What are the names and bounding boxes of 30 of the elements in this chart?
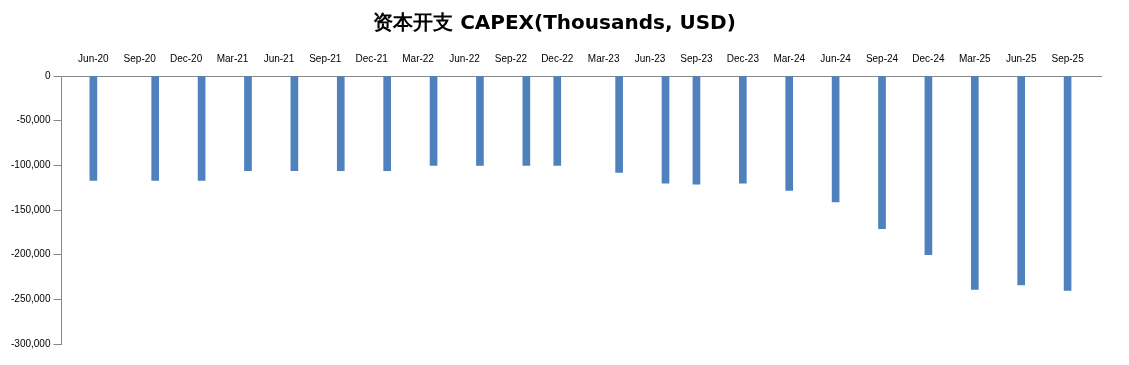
x-tick-label: Mar-21 [216,52,249,64]
x-tick-label: Jun-25 [1005,52,1037,64]
y-tick-label: -300,000 [10,337,51,349]
y-tick-label: -250,000 [10,293,51,305]
x-tick-label: Dec-20 [170,52,203,64]
x-tick-label: Mar-23 [587,52,620,64]
x-tick-label: Jun-20 [78,52,110,64]
x-tick-label: Dec-24 [912,52,945,64]
x-tick-label: Mar-25 [958,52,992,64]
x-tick-label: Mar-22 [402,52,435,64]
y-tick-label: -50,000 [16,114,51,126]
x-tick-label: Sep-25 [1051,52,1085,64]
x-tick-label: Sep-21 [309,52,342,64]
x-tick-label: Sep-23 [680,52,713,64]
chart-title: 资本开支 CAPEX(Thousands, USD) [373,10,736,35]
x-tick-label: Jun-22 [449,52,481,64]
x-tick-label: Sep-20 [123,52,157,64]
x-tick-label: Sep-22 [494,52,528,64]
y-tick-label: -100,000 [10,159,51,171]
x-tick-label: Jun-24 [820,52,852,64]
x-tick-label: Dec-22 [541,52,574,64]
x-tick-label: Sep-24 [865,52,899,64]
y-tick-label: -150,000 [10,203,51,215]
x-tick-label: Dec-21 [355,52,389,64]
x-tick-label: Jun-21 [263,52,295,64]
x-tick-label: Dec-23 [726,52,760,64]
x-tick-label: Mar-24 [773,52,806,64]
y-tick-label: -200,000 [10,248,51,260]
y-tick-label: 0 [44,69,51,81]
x-tick-label: Jun-23 [634,52,666,64]
